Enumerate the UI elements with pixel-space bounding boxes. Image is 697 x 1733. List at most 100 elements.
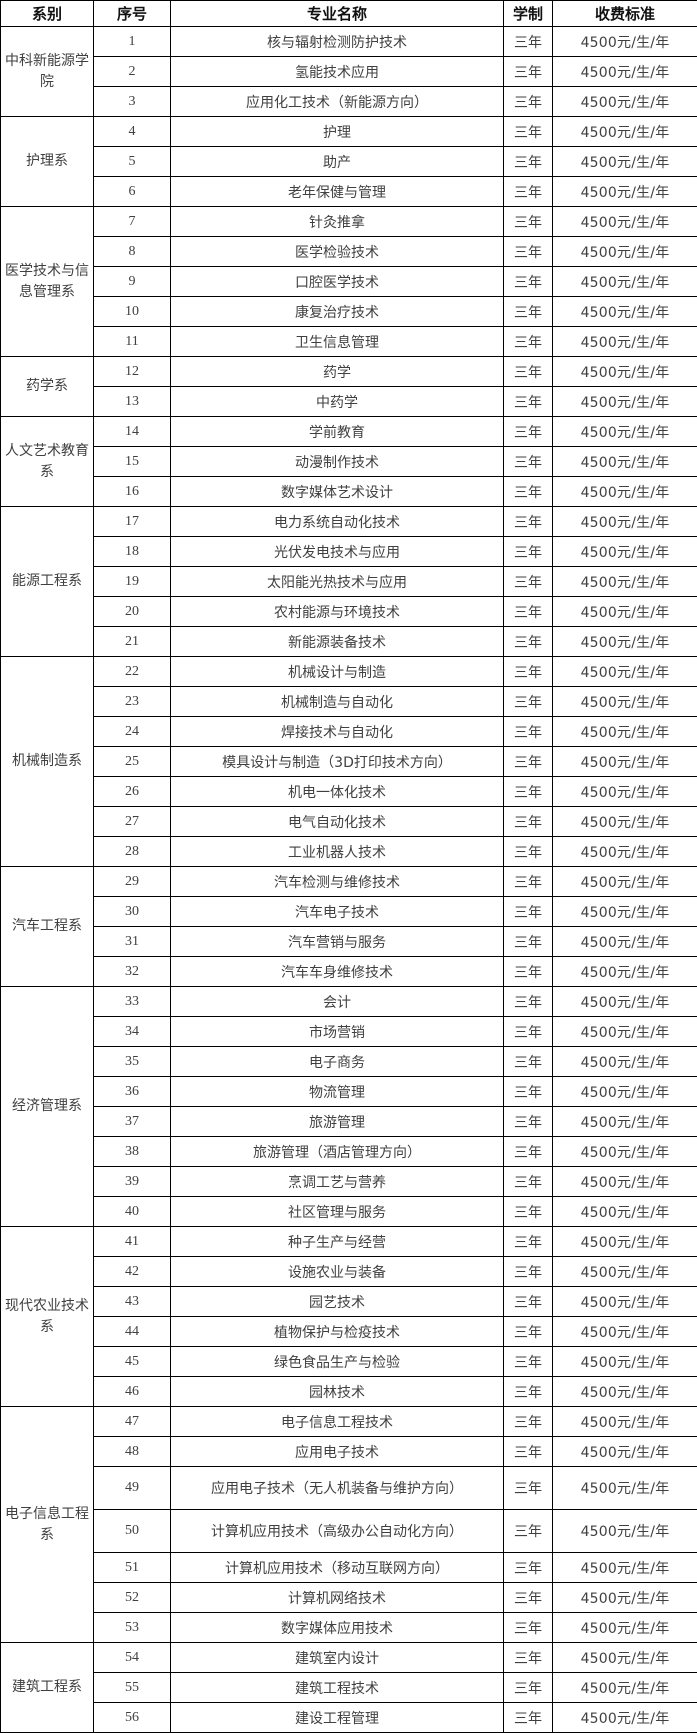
major-cell: 焊接技术与自动化	[170, 716, 504, 747]
duration-cell: 三年	[503, 26, 553, 57]
header-index: 序号	[93, 0, 171, 27]
major-cell: 汽车营销与服务	[170, 926, 504, 957]
major-cell: 电子商务	[170, 1046, 504, 1077]
index-cell: 29	[93, 866, 171, 897]
duration-cell: 三年	[503, 1346, 553, 1377]
table-row: 28 工业机器人技术 三年 4500元/生/年	[1, 836, 697, 867]
table-row: 31 汽车营销与服务 三年 4500元/生/年	[1, 926, 697, 957]
index-cell: 46	[93, 1376, 171, 1407]
major-cell: 机械设计与制造	[170, 656, 504, 687]
index-cell: 52	[93, 1582, 171, 1613]
major-cell: 物流管理	[170, 1076, 504, 1107]
department-cell: 药学系	[0, 356, 94, 417]
major-cell: 电气自动化技术	[170, 806, 504, 837]
fee-cell: 4500元/生/年	[552, 1466, 697, 1510]
department-cell: 机械制造系	[0, 656, 94, 867]
fee-cell: 4500元/生/年	[552, 116, 697, 147]
fee-cell: 4500元/生/年	[552, 1016, 697, 1047]
index-cell: 25	[93, 746, 171, 777]
fee-cell: 4500元/生/年	[552, 26, 697, 57]
department-cell: 护理系	[0, 116, 94, 207]
duration-cell: 三年	[503, 1642, 553, 1673]
major-cell: 应用电子技术（无人机装备与维护方向）	[170, 1466, 504, 1510]
index-cell: 3	[93, 86, 171, 117]
index-cell: 55	[93, 1672, 171, 1703]
table-row: 43 园艺技术 三年 4500元/生/年	[1, 1286, 697, 1317]
fee-cell: 4500元/生/年	[552, 446, 697, 477]
major-cell: 医学检验技术	[170, 236, 504, 267]
duration-cell: 三年	[503, 686, 553, 717]
index-cell: 44	[93, 1316, 171, 1347]
major-cell: 计算机网络技术	[170, 1582, 504, 1613]
duration-cell: 三年	[503, 566, 553, 597]
major-cell: 应用化工技术（新能源方向）	[170, 86, 504, 117]
index-cell: 6	[93, 176, 171, 207]
index-cell: 33	[93, 986, 171, 1017]
index-cell: 53	[93, 1612, 171, 1643]
major-cell: 园林技术	[170, 1376, 504, 1407]
table-row: 中科新能源学院 1 核与辐射检测防护技术 三年 4500元/生/年	[0, 26, 697, 117]
department-cell: 能源工程系	[0, 506, 94, 657]
fee-cell: 4500元/生/年	[552, 206, 697, 237]
fee-cell: 4500元/生/年	[552, 926, 697, 957]
table-row: 23 机械制造与自动化 三年 4500元/生/年	[1, 686, 697, 717]
major-cell: 氢能技术应用	[170, 56, 504, 87]
table-row: 3 应用化工技术（新能源方向） 三年 4500元/生/年	[1, 86, 697, 117]
duration-cell: 三年	[503, 926, 553, 957]
index-cell: 56	[93, 1702, 171, 1733]
duration-cell: 三年	[503, 176, 553, 207]
fee-cell: 4500元/生/年	[552, 836, 697, 867]
fee-cell: 4500元/生/年	[552, 956, 697, 987]
table-row: 36 物流管理 三年 4500元/生/年	[1, 1076, 697, 1107]
duration-cell: 三年	[503, 446, 553, 477]
duration-cell: 三年	[503, 1166, 553, 1197]
table-row: 建筑工程系 54 建筑室内设计 三年 4500元/生/年	[0, 1642, 697, 1733]
major-cell: 植物保护与检疫技术	[170, 1316, 504, 1347]
table-row: 人文艺术教育系 14 学前教育 三年 4500元/生/年	[0, 416, 697, 507]
fee-cell: 4500元/生/年	[552, 176, 697, 207]
fee-cell: 4500元/生/年	[552, 866, 697, 897]
duration-cell: 三年	[503, 1016, 553, 1047]
index-cell: 36	[93, 1076, 171, 1107]
fee-cell: 4500元/生/年	[552, 746, 697, 777]
table-row: 45 绿色食品生产与检验 三年 4500元/生/年	[1, 1346, 697, 1377]
department-cell: 中科新能源学院	[0, 26, 94, 117]
table-row: 8 医学检验技术 三年 4500元/生/年	[1, 236, 697, 267]
duration-cell: 三年	[503, 1672, 553, 1703]
major-cell: 数字媒体艺术设计	[170, 476, 504, 507]
table-row: 46 园林技术 三年 4500元/生/年	[1, 1376, 697, 1407]
table-row: 汽车工程系 29 汽车检测与维修技术 三年 4500元/生/年	[0, 866, 697, 987]
duration-cell: 三年	[503, 206, 553, 237]
major-cell: 学前教育	[170, 416, 504, 447]
fee-cell: 4500元/生/年	[552, 686, 697, 717]
fee-cell: 4500元/生/年	[552, 146, 697, 177]
duration-cell: 三年	[503, 386, 553, 417]
major-cell: 药学	[170, 356, 504, 387]
duration-cell: 三年	[503, 1316, 553, 1347]
duration-cell: 三年	[503, 1702, 553, 1733]
duration-cell: 三年	[503, 266, 553, 297]
index-cell: 27	[93, 806, 171, 837]
table-row: 13 中药学 三年 4500元/生/年	[1, 386, 697, 417]
table-row: 44 植物保护与检疫技术 三年 4500元/生/年	[1, 1316, 697, 1347]
fee-cell: 4500元/生/年	[552, 296, 697, 327]
duration-cell: 三年	[503, 986, 553, 1017]
major-cell: 中药学	[170, 386, 504, 417]
duration-cell: 三年	[503, 1406, 553, 1437]
major-cell: 市场营销	[170, 1016, 504, 1047]
index-cell: 22	[93, 656, 171, 687]
fee-cell: 4500元/生/年	[552, 356, 697, 387]
fee-cell: 4500元/生/年	[552, 536, 697, 567]
header-duration: 学制	[503, 0, 553, 27]
major-cell: 旅游管理	[170, 1106, 504, 1137]
major-cell: 设施农业与装备	[170, 1256, 504, 1287]
table-row: 51 计算机应用技术（移动互联网方向） 三年 4500元/生/年	[1, 1552, 697, 1583]
index-cell: 9	[93, 266, 171, 297]
duration-cell: 三年	[503, 1106, 553, 1137]
duration-cell: 三年	[503, 86, 553, 117]
index-cell: 26	[93, 776, 171, 807]
table-row: 49 应用电子技术（无人机装备与维护方向） 三年 4500元/生/年	[1, 1466, 697, 1510]
major-cell: 数字媒体应用技术	[170, 1612, 504, 1643]
index-cell: 37	[93, 1106, 171, 1137]
fee-cell: 4500元/生/年	[552, 1702, 697, 1733]
